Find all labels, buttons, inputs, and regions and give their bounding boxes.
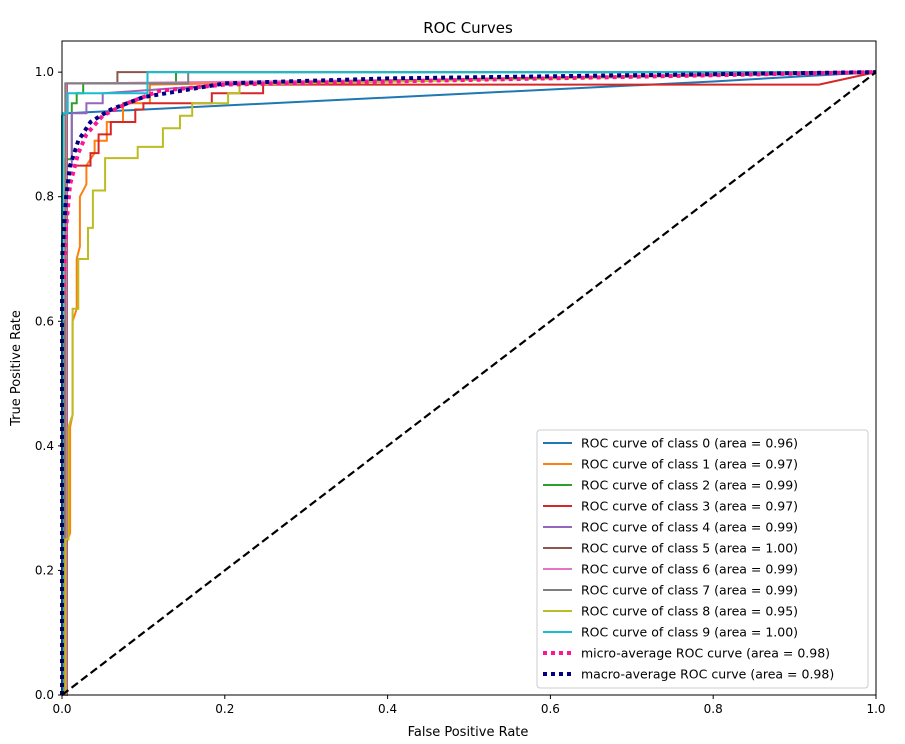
x-tick-label: 1.0 [866, 702, 885, 716]
x-tick-label: 0.2 [215, 702, 234, 716]
legend-label-11: macro-average ROC curve (area = 0.98) [581, 667, 834, 682]
legend-box [536, 429, 869, 689]
x-tick-label: 0.8 [704, 702, 723, 716]
legend-label-1: ROC curve of class 1 (area = 0.97) [581, 457, 798, 472]
y-tick-label: 0.2 [35, 563, 54, 577]
legend-label-7: ROC curve of class 7 (area = 0.99) [581, 583, 798, 598]
legend-label-6: ROC curve of class 6 (area = 0.99) [581, 562, 798, 577]
x-axis-label: False Positive Rate [408, 725, 529, 740]
plot-area [60, 40, 877, 696]
axis-ticks: 0.0 0.2 0.4 0.6 0.8 1.0 0.0 0.2 0.4 0.6 0.8 1.0 [35, 65, 886, 716]
legend-label-9: ROC curve of class 9 (area = 1.00) [581, 625, 798, 640]
legend-label-2: ROC curve of class 2 (area = 0.99) [581, 478, 798, 493]
legend: ROC curve of class 0 (area = 0.96) ROC cu… [536, 429, 869, 689]
y-tick-label: 0.6 [35, 314, 54, 328]
legend-label-4: ROC curve of class 4 (area = 0.99) [581, 520, 798, 535]
y-axis-label: True Positive Rate [9, 310, 24, 427]
y-tick-label: 1.0 [35, 65, 54, 79]
y-tick-label: 0.4 [35, 439, 54, 453]
legend-label-10: micro-average ROC curve (area = 0.98) [581, 646, 830, 661]
x-tick-label: 0.0 [52, 702, 71, 716]
series-line-11 [60, 70, 877, 695]
chart-title: ROC Curves [423, 19, 513, 37]
x-tick-label: 0.6 [541, 702, 560, 716]
diagonal-reference-line [61, 71, 877, 696]
y-tick-label: 0.0 [35, 688, 54, 702]
legend-label-8: ROC curve of class 8 (area = 0.95) [581, 604, 798, 619]
series-line-10 [60, 70, 877, 695]
series-line-1 [62, 71, 877, 696]
axes-frame [61, 40, 877, 696]
legend-label-5: ROC curve of class 5 (area = 1.00) [581, 541, 798, 556]
legend-label-0: ROC curve of class 0 (area = 0.96) [581, 436, 798, 451]
x-tick-label: 0.4 [378, 702, 397, 716]
series-line-8 [62, 71, 877, 696]
y-tick-label: 0.8 [35, 190, 54, 204]
legend-label-3: ROC curve of class 3 (area = 0.97) [581, 499, 798, 514]
